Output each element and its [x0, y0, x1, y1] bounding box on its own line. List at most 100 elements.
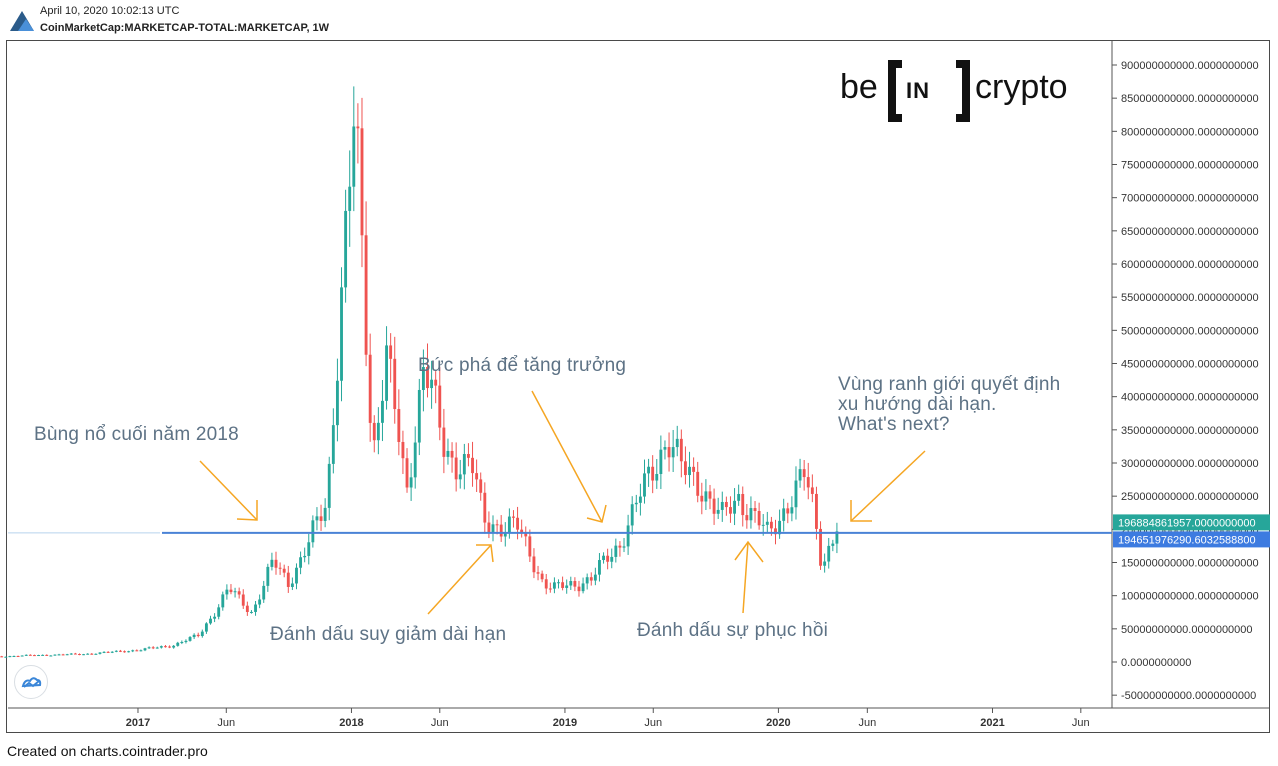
- candle-body: [655, 474, 659, 481]
- candle-body: [729, 507, 732, 514]
- x-tick-label: 2019: [553, 717, 577, 729]
- candle-body: [786, 508, 790, 514]
- brand-logo: be IN crypto: [840, 60, 1090, 124]
- candle-body: [159, 646, 163, 648]
- candle-body: [532, 556, 536, 573]
- x-tick-label: Jun: [858, 717, 876, 729]
- candle-body: [393, 358, 397, 410]
- candle-body: [557, 582, 560, 584]
- candle-body: [774, 528, 777, 535]
- candle-body: [696, 471, 700, 496]
- candle-body: [700, 495, 704, 502]
- x-tick-label: Jun: [431, 717, 449, 729]
- annotation-zone-line1: Vùng ranh giới quyết định: [838, 374, 1061, 395]
- candle-body: [438, 385, 442, 428]
- candle-body: [606, 555, 610, 562]
- candle-body: [581, 583, 585, 592]
- candle-body: [683, 461, 687, 476]
- candle-body: [372, 422, 376, 441]
- candle-body: [782, 508, 786, 521]
- candle-body: [245, 605, 249, 612]
- candle-body: [237, 591, 241, 595]
- candle-body: [364, 235, 368, 355]
- arrow-boom: [199, 460, 258, 521]
- candle-body: [561, 582, 565, 588]
- candle-body: [176, 642, 180, 646]
- candle-body: [475, 473, 479, 480]
- candle-body: [471, 457, 474, 474]
- candle-body: [598, 560, 601, 575]
- brand-logo-mid: IN: [906, 78, 930, 103]
- candle-body: [73, 653, 77, 655]
- candle-body: [307, 542, 311, 556]
- arrow-zone: [850, 450, 926, 522]
- chart-app-logo-icon: [10, 11, 34, 31]
- candle-body: [512, 516, 515, 518]
- candle-body: [741, 493, 745, 516]
- candle-body: [127, 651, 131, 653]
- candle-body: [53, 654, 57, 656]
- candle-body: [815, 493, 818, 529]
- candle-body: [630, 504, 634, 526]
- y-tick-label: 100000000000.0000000000: [1121, 591, 1259, 603]
- y-tick-label: 750000000000.0000000000: [1121, 160, 1259, 172]
- candle-body: [618, 545, 622, 548]
- candle-body: [462, 454, 466, 475]
- candle-body: [716, 509, 720, 514]
- candle-body: [110, 651, 114, 653]
- candle-body: [647, 466, 651, 474]
- candle-body: [323, 507, 327, 521]
- candle-body: [401, 441, 405, 459]
- candle-body: [491, 524, 495, 533]
- candle-body: [483, 492, 487, 523]
- annotation-breakout: Bức phá để tăng trưởng: [418, 355, 627, 376]
- y-tick-label: 700000000000.0000000000: [1121, 193, 1259, 205]
- y-tick-label: 800000000000.0000000000: [1121, 126, 1259, 138]
- y-tick-label: 650000000000.0000000000: [1121, 226, 1259, 238]
- candle-body: [0, 656, 4, 658]
- candle-body: [467, 454, 470, 458]
- candle-body: [262, 585, 266, 600]
- x-tick-label: Jun: [1072, 717, 1090, 729]
- candle-body: [258, 599, 262, 605]
- candle-body: [204, 623, 208, 632]
- candle-body: [413, 442, 417, 478]
- candle-body: [405, 458, 409, 488]
- chart-timestamp: April 10, 2020 10:02:13 UTC: [40, 5, 180, 17]
- annotation-zone-line2: xu hướng dài hạn.: [838, 394, 997, 415]
- candle-body: [614, 545, 618, 557]
- candle-body: [675, 438, 679, 448]
- candle-body: [61, 654, 65, 656]
- arrow-recovery: [734, 540, 764, 614]
- candle-body: [516, 517, 520, 530]
- candle-body: [426, 367, 429, 389]
- candle-body: [573, 581, 577, 587]
- candle-body: [446, 450, 450, 457]
- annotation-decline: Đánh dấu suy giảm dài hạn: [270, 624, 507, 645]
- candle-body: [769, 521, 773, 529]
- candle-body: [151, 647, 155, 649]
- y-tick-label: 600000000000.0000000000: [1121, 259, 1259, 271]
- candle-body: [209, 618, 212, 624]
- candle-body: [540, 573, 544, 580]
- candle-body: [82, 654, 86, 656]
- candle-body: [278, 567, 282, 569]
- y-tick-label: 0.0000000000: [1121, 657, 1191, 669]
- candle-body: [823, 561, 827, 566]
- candle-body: [548, 588, 552, 590]
- candle-body: [360, 128, 364, 236]
- candle-body: [376, 422, 380, 441]
- candle-body: [180, 642, 184, 644]
- tradingview-badge[interactable]: [14, 665, 48, 699]
- candle-body: [303, 555, 307, 558]
- candle-body: [835, 531, 839, 544]
- candle-body: [724, 501, 728, 508]
- candle-body: [106, 651, 110, 653]
- y-tick-label: 400000000000.0000000000: [1121, 392, 1259, 404]
- candle-body: [37, 655, 40, 657]
- y-tick-label: 300000000000.0000000000: [1121, 458, 1259, 470]
- candle-body: [254, 604, 257, 612]
- candle-body: [602, 555, 605, 561]
- candle-body: [57, 654, 61, 656]
